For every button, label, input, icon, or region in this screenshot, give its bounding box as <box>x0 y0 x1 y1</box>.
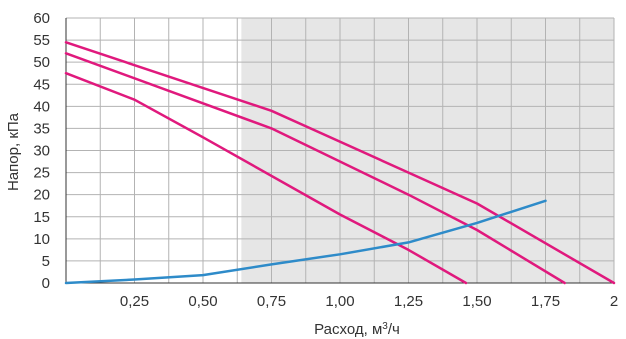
x-tick-label: 0,25 <box>120 293 149 310</box>
y-tick-label: 20 <box>33 187 50 204</box>
x-tick-label: 1,00 <box>325 293 354 310</box>
x-tick-label: 2 <box>610 293 618 310</box>
y-tick-label: 5 <box>42 253 50 270</box>
series-layer <box>64 41 616 285</box>
y-tick-label: 50 <box>33 54 50 71</box>
x-axis-label-superscript: 3 <box>382 321 388 332</box>
system-curve-line <box>64 199 547 285</box>
x-axis-label-main: Расход, м <box>314 321 382 338</box>
grid-layer <box>65 17 615 284</box>
y-tick-label: 10 <box>33 231 50 248</box>
y-tick-label: 30 <box>33 143 50 160</box>
y-axis-label: Напор, кПа <box>5 112 22 191</box>
pump-curve-line-2 <box>64 52 566 285</box>
pump-curve-line-1 <box>64 41 616 285</box>
y-tick-label: 45 <box>33 76 50 93</box>
x-tick-label: 1,75 <box>531 293 560 310</box>
x-tick-label: 1,25 <box>394 293 423 310</box>
y-tick-label: 15 <box>33 209 50 226</box>
y-tick-label: 0 <box>42 275 50 292</box>
y-tick-label: 40 <box>33 98 50 115</box>
pump-curve-line-3 <box>64 71 468 285</box>
y-tick-label: 25 <box>33 165 50 182</box>
x-tick-label: 0,50 <box>188 293 217 310</box>
x-axis-label-tail: /ч <box>388 321 400 338</box>
x-axis-label: Расход, м3/ч <box>314 321 400 339</box>
x-tick-label: 0,75 <box>257 293 286 310</box>
x-tick-label: 1,50 <box>462 293 491 310</box>
y-tick-label: 35 <box>33 120 50 137</box>
tick-label-layer: 0 5 10 15 20 25 30 35 40 45 50 55 60 0,25 0,50 0,75 1,00… <box>33 10 618 310</box>
y-tick-label: 55 <box>33 32 50 49</box>
y-tick-label: 60 <box>33 10 50 27</box>
